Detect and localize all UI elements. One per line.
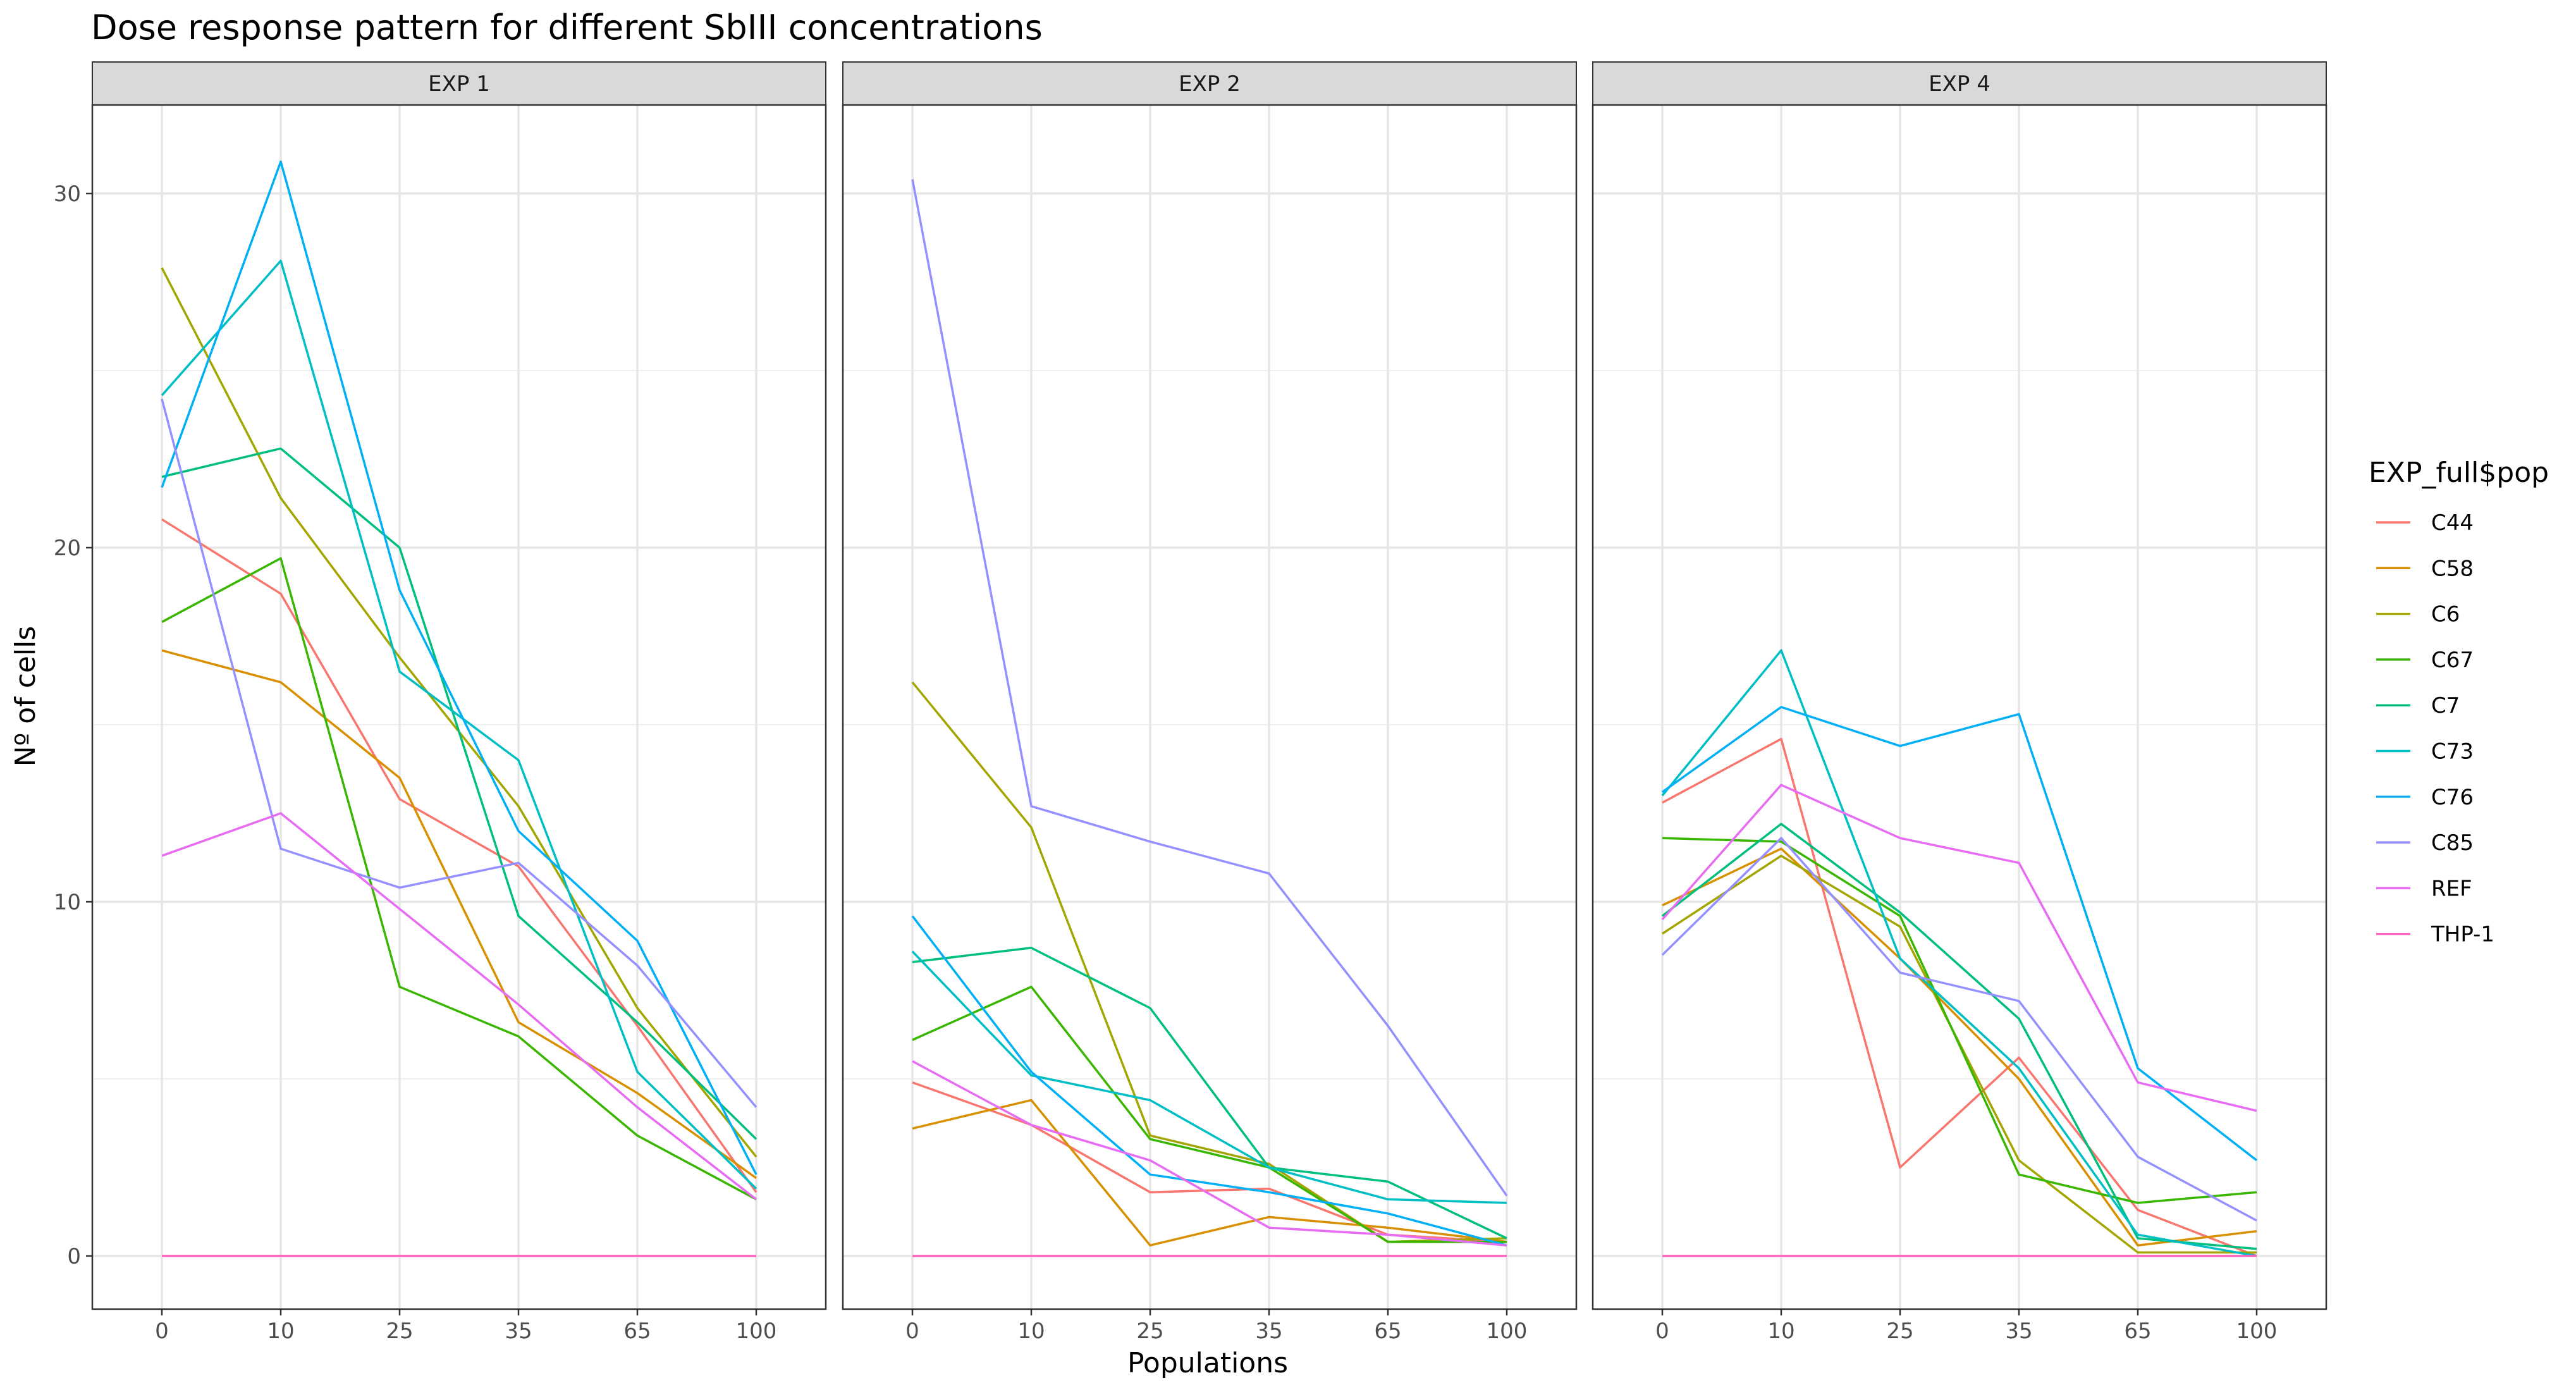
panel-border	[1592, 104, 2328, 1310]
panel-exp-2: EXP 2 0 10 25 35 65 100	[842, 61, 1578, 1344]
legend-item-c7: C7	[2376, 693, 2460, 718]
x-tick-label: 65	[1374, 1319, 1401, 1344]
series-line-c7	[912, 947, 1507, 1240]
x-tick-label: 0	[155, 1319, 169, 1344]
panel-exp-1: EXP 1 0 10 25 35 65 100 0 10 20 30	[54, 61, 827, 1344]
series-line-c7	[1661, 823, 2257, 1250]
strip-header	[92, 61, 826, 106]
legend-label: C58	[2431, 556, 2474, 581]
series-line-c76	[911, 915, 1507, 1246]
x-tick-label: 25	[1886, 1319, 1913, 1344]
legend-label: C73	[2431, 739, 2474, 765]
plot-background	[92, 105, 826, 1309]
legend-item-c44: C44	[2376, 510, 2474, 536]
series-line-c73	[1661, 649, 2257, 1257]
series-line-c67	[1662, 837, 2257, 1204]
legend: EXP_full$pop C44 C58 C6 C67 C7 C73 C76 C85 REF TH…	[2369, 457, 2549, 947]
legend-item-c67: C67	[2376, 648, 2474, 673]
legend-label: C76	[2431, 785, 2474, 810]
x-tick-label: 35	[2005, 1319, 2032, 1344]
series-line-c7	[161, 447, 757, 1140]
plot-background	[843, 105, 1576, 1309]
series-line-c73	[911, 951, 1507, 1204]
series-line-c85	[161, 398, 757, 1108]
x-tick-label: 25	[386, 1319, 413, 1344]
panel-border	[91, 104, 827, 1310]
legend-item-c85: C85	[2376, 830, 2474, 856]
legend-label: C67	[2431, 648, 2474, 673]
legend-label: THP-1	[2431, 922, 2494, 947]
series-line-c73	[161, 259, 757, 1190]
series-line-ref	[912, 1060, 1507, 1246]
plot-background	[1593, 105, 2326, 1309]
legend-item-c76: C76	[2376, 785, 2474, 810]
x-tick-label: 35	[505, 1319, 532, 1344]
x-tick-label: 0	[1655, 1319, 1669, 1344]
x-tick-label: 25	[1136, 1319, 1163, 1344]
legend-label: C44	[2431, 510, 2474, 536]
y-tick-label: 30	[54, 182, 81, 207]
legend-item-c58: C58	[2376, 556, 2474, 581]
series-line-c44	[1662, 737, 2257, 1257]
y-tick-label: 10	[54, 890, 81, 915]
x-tick-label: 65	[623, 1319, 651, 1344]
chart-title: Dose response pattern for different SbII…	[91, 8, 1043, 47]
strip-label: EXP 1	[428, 71, 490, 97]
series-line-c67	[161, 557, 757, 1200]
legend-title: EXP_full$pop	[2369, 457, 2549, 489]
legend-item-thp-1: THP-1	[2376, 922, 2494, 947]
panel-exp-4: EXP 4 0 10 25 35 65 100	[1592, 61, 2328, 1344]
x-tick-label: 100	[736, 1319, 777, 1344]
y-tick-label: 20	[54, 536, 81, 561]
legend-label: REF	[2431, 876, 2472, 901]
x-tick-label: 10	[1017, 1319, 1045, 1344]
x-tick-label: 10	[267, 1319, 294, 1344]
series-line-c44	[161, 518, 757, 1193]
strip-header	[842, 61, 1577, 106]
x-tick-label: 0	[905, 1319, 919, 1344]
y-axis-title: Nº of cells	[9, 626, 42, 767]
y-tick-label: 0	[67, 1244, 81, 1269]
strip-label: EXP 4	[1929, 71, 1990, 97]
x-tick-label: 10	[1767, 1319, 1794, 1344]
x-tick-label: 35	[1255, 1319, 1282, 1344]
x-tick-label: 100	[1487, 1319, 1528, 1344]
legend-label: C6	[2431, 602, 2460, 627]
series-line-c76	[1661, 706, 2258, 1162]
legend-item-c6: C6	[2376, 602, 2460, 627]
strip-header	[1592, 61, 2327, 106]
x-tick-label: 65	[2124, 1319, 2151, 1344]
series-line-ref	[1661, 784, 2257, 1112]
series-line-c76	[161, 160, 757, 1175]
x-axis-title: Populations	[1127, 1347, 1288, 1379]
legend-label: C7	[2431, 693, 2460, 718]
legend-item-ref: REF	[2376, 876, 2472, 901]
series-line-c67	[912, 985, 1507, 1243]
legend-label: C85	[2431, 830, 2474, 856]
series-line-c58	[161, 649, 757, 1179]
series-line-c85	[911, 179, 1508, 1197]
series-line-ref	[161, 812, 757, 1200]
panel-border	[842, 104, 1578, 1310]
legend-item-c73: C73	[2376, 739, 2474, 765]
x-tick-label: 100	[2236, 1319, 2278, 1344]
series-line-c85	[1661, 837, 2257, 1222]
series-line-c58	[912, 1099, 1507, 1246]
strip-label: EXP 2	[1179, 71, 1241, 97]
